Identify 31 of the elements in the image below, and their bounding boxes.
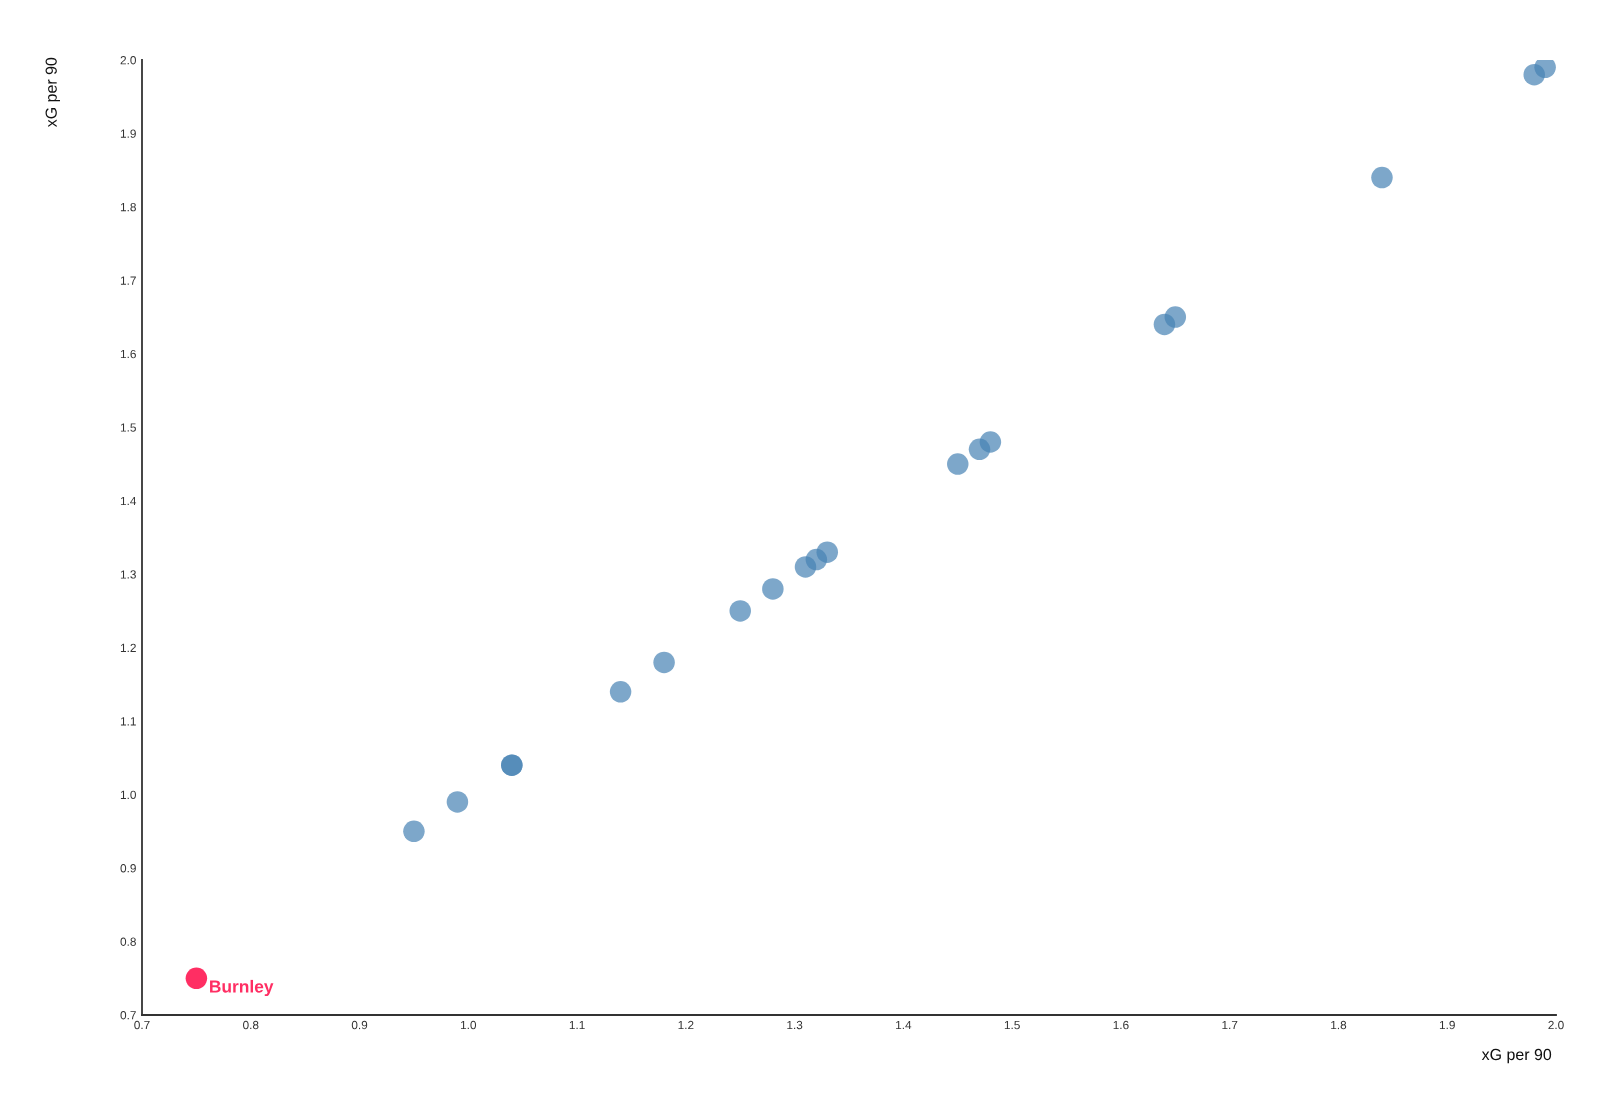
- x-tick-label: 2.0: [1548, 1020, 1564, 1030]
- x-tick-label: 1.9: [1439, 1020, 1455, 1030]
- x-tick-label: 0.7: [134, 1020, 150, 1030]
- y-tick-label: 2.0: [120, 56, 136, 65]
- x-tick-label: 0.8: [243, 1020, 259, 1030]
- y-tick-label: 1.1: [120, 717, 136, 726]
- y-tick-label: 1.5: [120, 423, 136, 432]
- x-tick-label: 1.2: [678, 1020, 694, 1030]
- x-tick-label: 1.6: [1113, 1020, 1129, 1030]
- x-tick-label: 1.0: [461, 1020, 477, 1030]
- x-tick-label: 1.7: [1222, 1020, 1238, 1030]
- y-tick-label: 1.3: [120, 570, 136, 579]
- x-tick-label: 0.9: [351, 1020, 368, 1030]
- y-tick-label: 0.8: [120, 937, 136, 946]
- y-tick-label: 1.6: [120, 349, 136, 359]
- y-axis-title: xG per 90: [45, 57, 60, 128]
- y-tick-label: 0.9: [120, 864, 136, 873]
- y-tick-label: 1.2: [120, 643, 136, 652]
- y-tick-label: 1.0: [120, 790, 136, 800]
- series-label: Burnley: [210, 979, 274, 997]
- x-axis-title: xG per 90: [1481, 1048, 1552, 1064]
- y-tick-label: 1.4: [120, 496, 137, 506]
- y-tick-label: 1.7: [120, 276, 136, 285]
- x-tick-label: 1.4: [896, 1020, 912, 1030]
- x-tick-label: 1.8: [1331, 1020, 1347, 1030]
- x-tick-label: 1.5: [1004, 1020, 1020, 1030]
- y-tick-label: 1.9: [120, 129, 136, 138]
- x-tick-label: 1.1: [569, 1020, 585, 1030]
- y-tick-label: 1.8: [120, 202, 136, 212]
- x-tick-label: 1.3: [787, 1020, 803, 1030]
- y-tick-label: 0.7: [120, 1011, 136, 1020]
